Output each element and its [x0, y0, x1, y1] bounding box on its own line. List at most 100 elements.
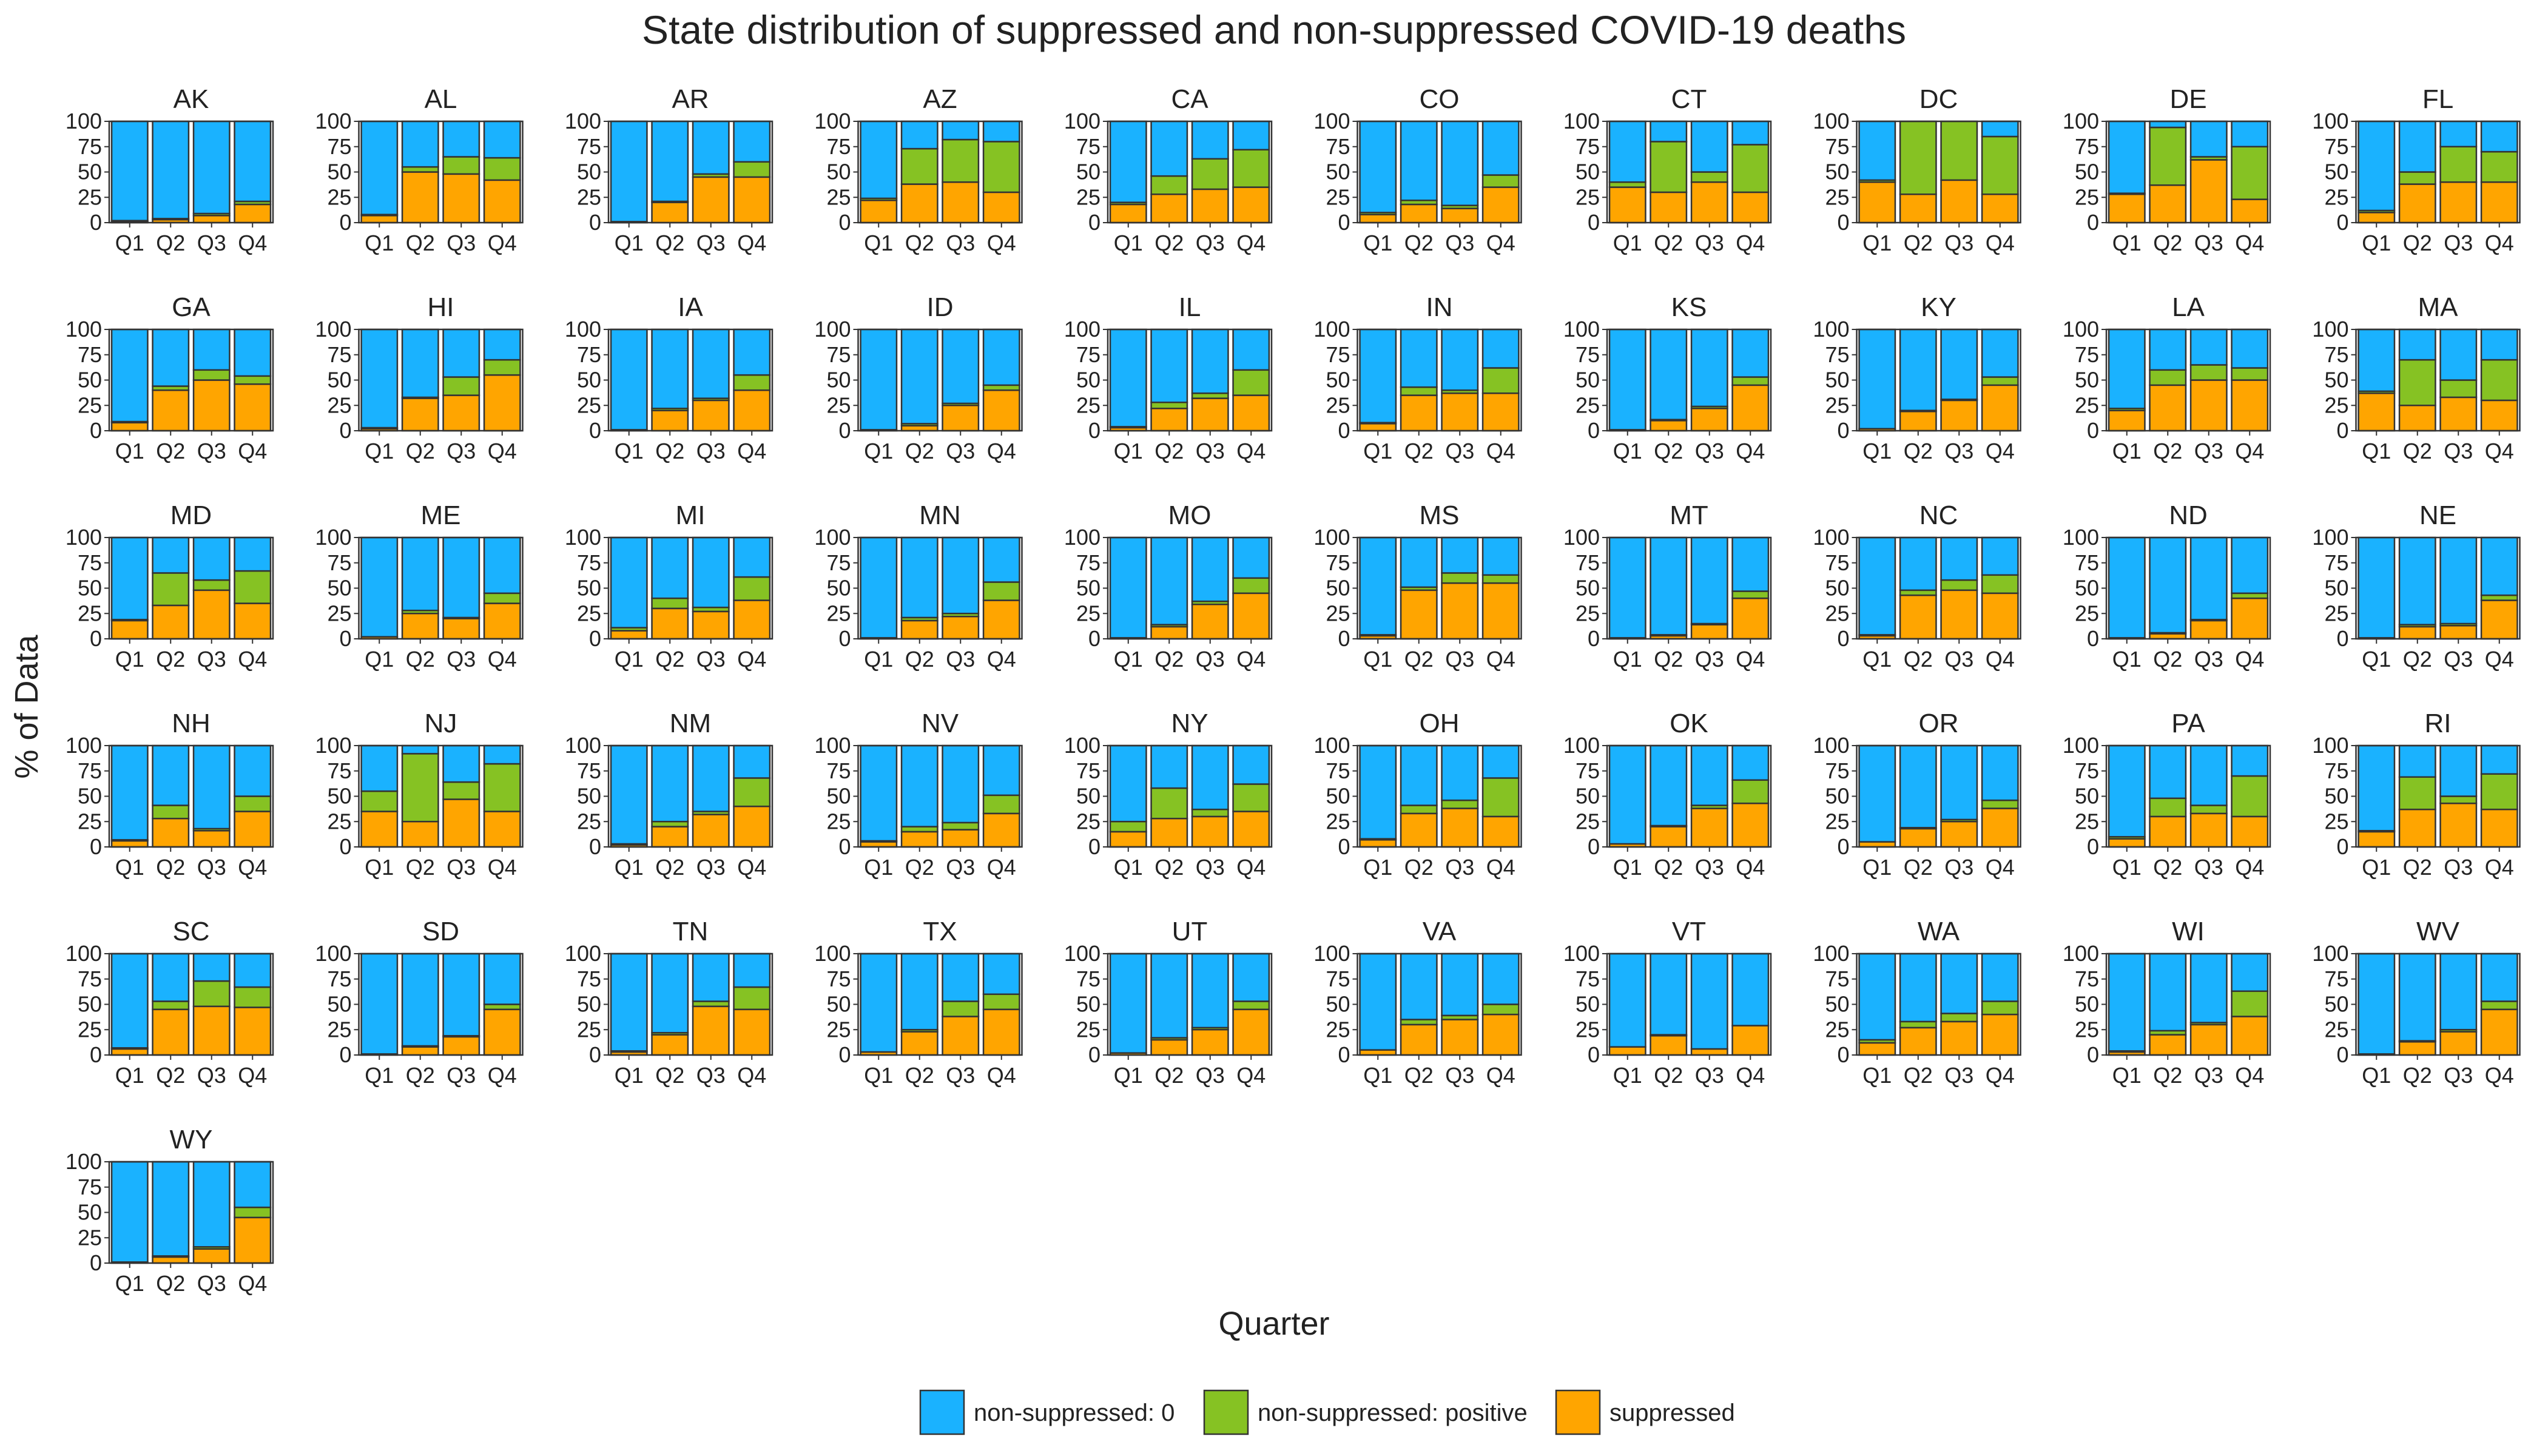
bar-sup-q4 — [234, 383, 272, 432]
bar-sup-q4 — [982, 599, 1020, 640]
bar-np0-q3 — [1441, 328, 1479, 391]
y-tick-label: 100 — [1313, 733, 1350, 758]
panel-border — [2105, 952, 2271, 1056]
bar-sup-q1 — [2108, 410, 2146, 432]
legend-label: suppressed — [1609, 1400, 1735, 1426]
x-tick-label: Q4 — [1736, 647, 1765, 672]
x-tick-label: Q4 — [1736, 439, 1765, 463]
bar-npp-q4 — [2480, 773, 2518, 811]
y-tick-label: 0 — [838, 1042, 851, 1067]
x-tick-label: Q4 — [1986, 855, 2015, 880]
x-tick-label: Q2 — [1654, 647, 1683, 672]
y-tick-label: 50 — [577, 368, 601, 393]
bar-sup-q4 — [1731, 191, 1770, 224]
y-tick-label: 25 — [78, 184, 102, 209]
y-tick-label: 25 — [1326, 601, 1350, 625]
x-tick-label: Q4 — [1486, 231, 1515, 255]
x-tick-label: Q2 — [2403, 647, 2432, 672]
x-tick-label: Q2 — [156, 855, 185, 880]
y-tick-label: 100 — [315, 317, 351, 342]
y-tick-label: 50 — [826, 784, 851, 809]
y-tick-label: 100 — [66, 1149, 102, 1174]
bar-np0-q4 — [483, 952, 521, 1005]
bar-np0-q1 — [1359, 744, 1397, 840]
x-tick-label: Q4 — [987, 647, 1016, 672]
x-tick-label: Q1 — [115, 855, 144, 880]
bar-np0-q2 — [651, 744, 689, 823]
bar-sup-q2 — [1150, 625, 1188, 640]
bar-np0-q3 — [1690, 328, 1728, 408]
bar-np0-q2 — [1150, 952, 1188, 1039]
y-tick-label: 50 — [577, 784, 601, 809]
x-tick-label: Q1 — [1114, 855, 1143, 880]
bar-sup-q2 — [2398, 183, 2436, 224]
bar-npp-q4 — [1481, 174, 1520, 188]
y-tick-label: 25 — [2324, 184, 2348, 209]
y-tick-label: 50 — [577, 160, 601, 184]
y-tick-label: 0 — [589, 626, 601, 651]
bar-sup-q4 — [483, 374, 521, 432]
x-tick-label: Q2 — [655, 439, 684, 463]
y-tick-label: 75 — [826, 758, 851, 783]
y-tick-label: 100 — [1064, 109, 1100, 133]
bar-sup-q3 — [2189, 159, 2228, 224]
x-tick-label: Q4 — [2235, 1063, 2264, 1088]
y-tick-label: 0 — [589, 1042, 601, 1067]
y-tick-label: 75 — [577, 758, 601, 783]
bar-npp-q4 — [1981, 799, 2019, 809]
y-tick-label: 50 — [2324, 784, 2348, 809]
bar-np0-q2 — [651, 328, 689, 410]
x-tick-label: Q2 — [1904, 231, 1933, 255]
bar-sup-q3 — [1191, 603, 1229, 640]
bar-npp-q4 — [234, 570, 272, 604]
bar-np0-q3 — [2189, 952, 2228, 1023]
bar-sup-q4 — [733, 1008, 771, 1056]
bar-sup-q4 — [234, 1216, 272, 1264]
bar-npp-q4 — [982, 141, 1020, 194]
panel-border — [857, 120, 1023, 224]
y-tick-label: 50 — [1326, 992, 1350, 1017]
x-tick-label: Q4 — [737, 647, 766, 672]
y-tick-label: 100 — [1563, 317, 1600, 342]
bar-np0-q3 — [1690, 120, 1728, 173]
y-tick-label: 0 — [90, 210, 102, 235]
bar-sup-q4 — [1232, 1008, 1270, 1056]
bar-np0-q4 — [982, 120, 1020, 143]
x-tick-label: Q3 — [1445, 1063, 1474, 1088]
bar-sup-q3 — [1690, 624, 1728, 640]
x-tick-label: Q2 — [1654, 1063, 1683, 1088]
bar-sup-q3 — [1441, 1019, 1479, 1056]
y-tick-label: 0 — [2336, 626, 2348, 651]
bar-np0-q4 — [2231, 536, 2269, 595]
panel-title: IN — [1426, 292, 1453, 322]
x-tick-label: Q2 — [905, 647, 934, 672]
bar-np0-q1 — [2108, 536, 2146, 639]
bar-sup-q3 — [192, 589, 231, 640]
bar-npp-q4 — [1481, 777, 1520, 818]
y-tick-label: 100 — [1313, 109, 1350, 133]
bar-np0-q4 — [1232, 328, 1270, 371]
y-tick-label: 100 — [2063, 317, 2099, 342]
y-tick-label: 75 — [2324, 758, 2348, 783]
y-tick-label: 50 — [1825, 992, 1849, 1017]
bar-np0-q1 — [1858, 536, 1896, 636]
panel-title: SC — [172, 917, 209, 946]
bar-npp-q3 — [1940, 579, 1978, 592]
bar-sup-q1 — [860, 841, 898, 848]
panel-border — [1107, 328, 1273, 432]
bar-npp-q2 — [401, 753, 439, 823]
bar-sup-q4 — [1731, 802, 1770, 848]
x-tick-label: Q3 — [2444, 647, 2473, 672]
panel-title: OR — [1919, 709, 1959, 738]
panel-title: FL — [2422, 84, 2453, 114]
panel-title: DE — [2169, 84, 2206, 114]
bar-npp-q2 — [651, 821, 689, 827]
bar-np0-q2 — [1650, 120, 1688, 143]
bar-sup-q2 — [2149, 1034, 2187, 1056]
bar-sup-q3 — [692, 399, 730, 432]
